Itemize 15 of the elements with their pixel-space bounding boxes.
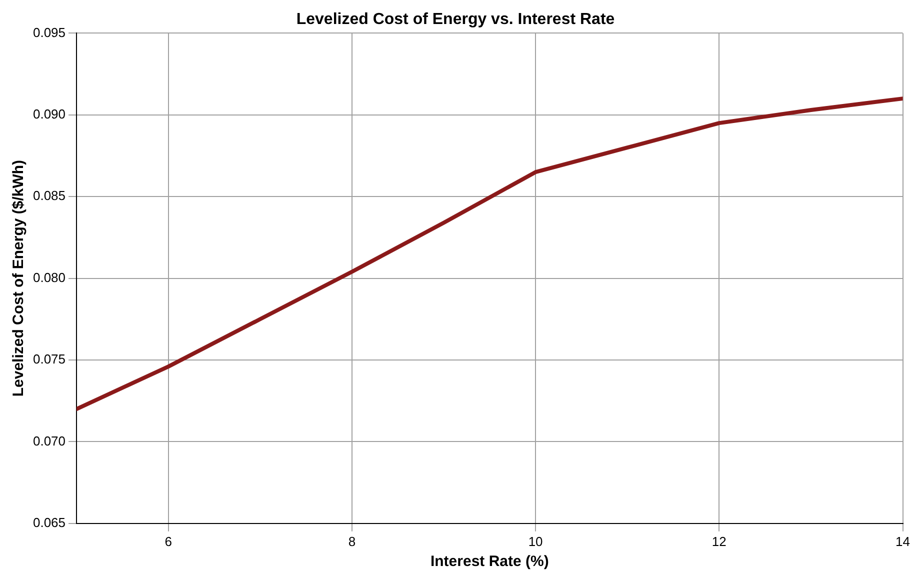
x-tick-label: 12 (712, 534, 726, 549)
x-tick-label: 14 (896, 534, 910, 549)
y-tick-label: 0.085 (32, 188, 66, 204)
y-tick-label: 0.090 (32, 106, 66, 122)
x-tick-label: 10 (528, 534, 543, 549)
y-tick-label: 0.065 (32, 514, 66, 530)
chart-title: Levelized Cost of Energy vs. Interest Rate (296, 11, 615, 28)
y-axis-title: Levelized Cost of Energy ($/kWh) (10, 160, 28, 397)
y-tick-label: 0.080 (32, 270, 66, 285)
x-tick-label: 8 (348, 534, 356, 549)
y-tick-label: 0.070 (32, 433, 66, 448)
x-tick-label: 6 (164, 534, 172, 549)
y-tick-label: 0.075 (32, 352, 66, 367)
y-tick-label: 0.095 (32, 24, 66, 40)
x-axis-title: Interest Rate (%) (430, 553, 549, 570)
